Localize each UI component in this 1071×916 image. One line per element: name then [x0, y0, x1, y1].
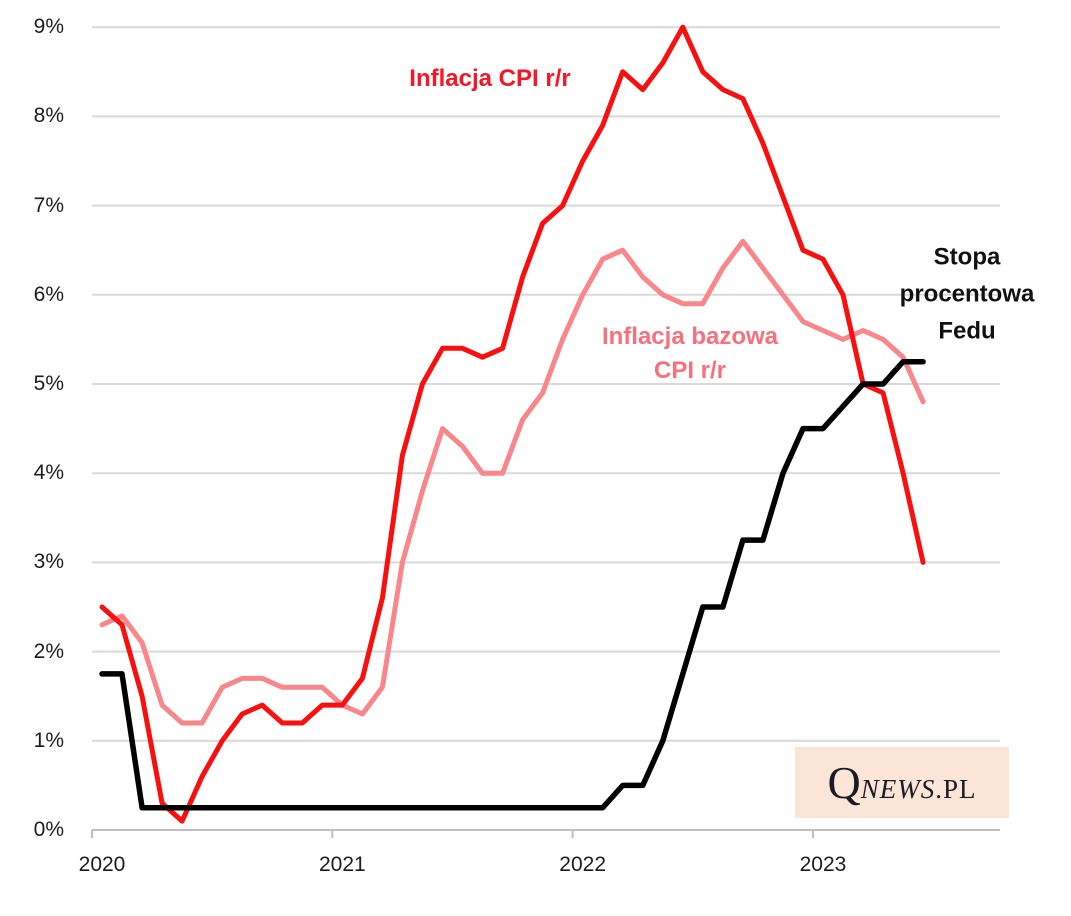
- y-axis-label: 7%: [33, 193, 64, 217]
- series-line-core-cpi: [99, 238, 926, 726]
- x-axis-label: 2021: [318, 853, 366, 876]
- y-axis-label: 0%: [33, 818, 64, 841]
- series-label-line: procentowa: [899, 280, 1035, 308]
- series-label-line: Inflacja bazowa: [601, 323, 779, 350]
- qnews-logo: Q NEWS .PL: [795, 747, 1009, 818]
- x-axis-label: 2022: [559, 853, 607, 876]
- y-axis-label: 1%: [33, 728, 64, 752]
- y-axis-label: 4%: [33, 461, 64, 485]
- series-label-fed-rate: Stopa procentowa Fedu: [900, 239, 1035, 350]
- y-axis-label: 2%: [33, 639, 64, 663]
- series-label-cpi: Inflacja CPI r/r: [409, 64, 570, 94]
- series-line-fed-rate: [99, 358, 926, 811]
- y-axis-label: 5%: [33, 372, 64, 395]
- series-label-line: CPI r/r: [653, 357, 727, 384]
- series-label-line: Fedu: [938, 317, 996, 345]
- y-axis-label: 6%: [33, 282, 64, 306]
- y-axis-label: 8%: [33, 104, 64, 128]
- x-axis-label: 2020: [78, 853, 126, 876]
- series-line-cpi: [99, 24, 926, 824]
- logo-word-pl: .PL: [935, 773, 977, 804]
- qnews-logo-text: Q NEWS .PL: [827, 756, 977, 808]
- logo-letter-q: Q: [827, 756, 861, 808]
- series-label-core-cpi: Inflacja bazowa CPI r/r: [602, 320, 778, 388]
- series-label-line: Stopa: [933, 243, 1001, 271]
- series-label-line: Inflacja CPI r/r: [409, 65, 571, 92]
- x-axis-label: 2023: [799, 853, 847, 876]
- logo-word-news: NEWS: [860, 773, 936, 804]
- y-axis-label: 9%: [33, 15, 64, 39]
- y-axis-label: 3%: [33, 550, 64, 574]
